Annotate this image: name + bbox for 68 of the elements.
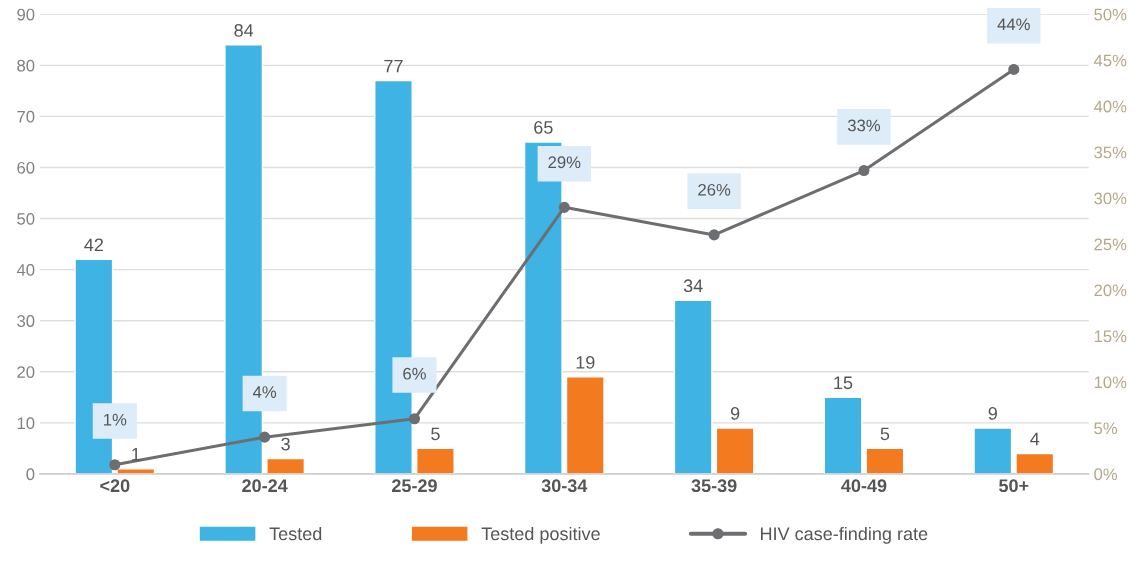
y-tick-label: 60 [17, 161, 35, 174]
x-tick-label: <20 [100, 479, 130, 493]
data-label: 19 [576, 355, 595, 369]
y2-tick-label: 20% [1094, 284, 1127, 297]
y2-tick-label: 15% [1094, 330, 1127, 343]
bar [865, 447, 905, 474]
data-label: 9 [988, 407, 997, 420]
x-tick-label: 50+ [999, 479, 1029, 493]
data-label: 4% [252, 386, 277, 398]
bar [565, 376, 605, 474]
bar [266, 457, 306, 474]
bar [673, 299, 713, 474]
x-tick-label: 40-49 [841, 479, 887, 493]
data-label: 1 [132, 448, 140, 461]
data-label: 3 [281, 437, 290, 451]
y-tick-label: 20 [17, 366, 35, 378]
point [408, 413, 421, 425]
y-tick-label: 90 [17, 8, 35, 21]
data-label: 5 [880, 427, 890, 441]
y-tick-label: 0 [26, 468, 35, 481]
y-tick-label: 30 [17, 315, 35, 327]
data-label: 77 [384, 59, 403, 73]
point [1008, 63, 1020, 75]
bar [416, 447, 455, 474]
x-tick-label: 25-29 [392, 479, 437, 493]
legend-label: HIV case-finding rate [760, 526, 928, 544]
y2-tick-label: 10% [1094, 376, 1127, 389]
data-label: 29% [548, 156, 581, 169]
x-tick-label: 20-24 [242, 479, 288, 493]
bar [973, 427, 1013, 474]
point [858, 165, 870, 177]
y2-tick-label: 45% [1093, 54, 1127, 67]
y-tick-label: 70 [17, 110, 35, 123]
legend-label: Tested [269, 526, 322, 541]
data-label: 5 [431, 427, 440, 441]
point [558, 201, 570, 213]
y-tick-label: 50 [17, 212, 35, 225]
data-label: 42 [84, 238, 103, 252]
data-label: 33% [847, 119, 881, 132]
data-label: 15 [834, 376, 853, 390]
data-label: 1% [104, 413, 127, 426]
x-tick-label: 30-34 [541, 479, 588, 493]
data-label: 84 [234, 23, 254, 37]
y2-tick-label: 50% [1094, 8, 1127, 21]
bar [1015, 452, 1055, 474]
legend-label: Tested positive [481, 526, 600, 544]
data-label: 4 [1030, 432, 1040, 446]
y2-tick-label: 35% [1094, 146, 1127, 159]
y2-tick-label: 30% [1094, 192, 1127, 205]
data-label: 44% [997, 18, 1030, 31]
y2-tick-label: 0% [1094, 468, 1118, 481]
data-label: 34 [683, 279, 703, 293]
data-label: 6% [403, 367, 426, 380]
data-label: 65 [534, 121, 553, 134]
y-tick-label: 80 [17, 59, 35, 72]
bar [715, 427, 755, 474]
bar [823, 396, 863, 474]
point [109, 459, 121, 471]
x-tick-label: 35-39 [691, 479, 737, 493]
data-label: 9 [730, 407, 740, 420]
point [708, 229, 720, 241]
y2-tick-label: 25% [1094, 238, 1127, 251]
point [259, 431, 271, 443]
y-tick-label: 10 [17, 417, 35, 430]
y2-tick-label: 40% [1093, 100, 1127, 113]
y-tick-label: 40 [16, 264, 35, 276]
y2-tick-label: 5% [1094, 422, 1118, 435]
data-label: 26% [698, 183, 731, 196]
